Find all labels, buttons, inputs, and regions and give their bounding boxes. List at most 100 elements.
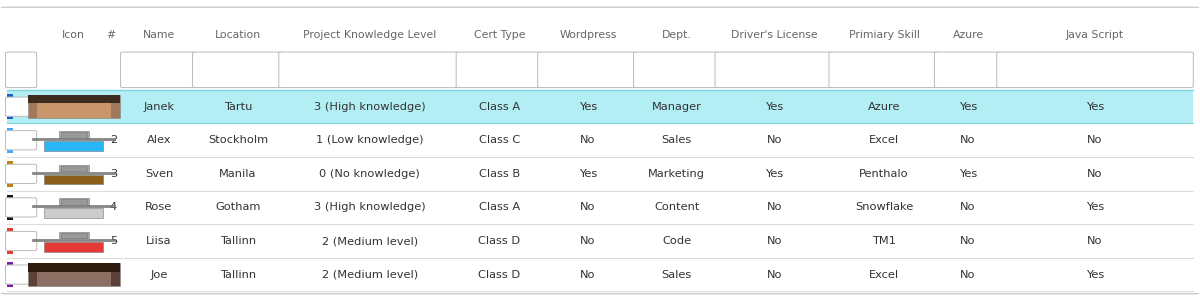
Text: Yes: Yes	[766, 102, 784, 112]
Text: #: #	[107, 30, 115, 40]
Bar	[7, 262, 13, 287]
Bar	[7, 161, 13, 187]
FancyBboxPatch shape	[6, 231, 37, 251]
Text: No: No	[767, 270, 782, 280]
FancyBboxPatch shape	[538, 52, 638, 88]
Text: 4: 4	[110, 202, 116, 212]
Text: Sven: Sven	[145, 169, 173, 179]
Text: Stockholm: Stockholm	[208, 135, 268, 145]
Bar	[59, 165, 89, 171]
Text: Class C: Class C	[479, 135, 520, 145]
Text: Excel: Excel	[869, 270, 899, 280]
Bar	[32, 205, 115, 207]
Bar	[28, 95, 120, 103]
FancyBboxPatch shape	[192, 52, 283, 88]
Text: Sales: Sales	[661, 270, 692, 280]
Text: Yes: Yes	[959, 102, 977, 112]
Text: Gotham: Gotham	[215, 202, 260, 212]
Text: No: No	[960, 270, 976, 280]
Text: Content: Content	[654, 202, 700, 212]
Text: Janek: Janek	[143, 102, 174, 112]
Text: 3 (High knowledge): 3 (High knowledge)	[314, 102, 426, 112]
Bar	[28, 263, 120, 272]
Text: No: No	[767, 236, 782, 246]
Text: 2 (Medium level): 2 (Medium level)	[322, 270, 418, 280]
Text: Manager: Manager	[652, 102, 702, 112]
Text: 0 (No knowledge): 0 (No knowledge)	[319, 169, 420, 179]
Bar	[32, 239, 115, 241]
Bar	[37, 102, 110, 118]
Text: No: No	[1087, 236, 1103, 246]
Text: No: No	[581, 270, 595, 280]
Text: Code: Code	[662, 236, 691, 246]
Bar	[7, 128, 13, 153]
Text: Wordpress: Wordpress	[559, 30, 617, 40]
Text: Yes: Yes	[578, 169, 598, 179]
Text: Class B: Class B	[479, 169, 520, 179]
Text: 5: 5	[109, 270, 116, 280]
FancyBboxPatch shape	[935, 52, 1002, 88]
Text: Penthalo: Penthalo	[859, 169, 908, 179]
FancyBboxPatch shape	[6, 131, 37, 150]
Bar	[59, 198, 89, 205]
Bar	[59, 232, 89, 238]
Text: 2: 2	[110, 135, 116, 145]
Text: Azure: Azure	[868, 102, 900, 112]
Text: No: No	[960, 236, 976, 246]
Bar	[44, 141, 103, 151]
Bar	[37, 271, 110, 286]
Text: 1 (Low knowledge): 1 (Low knowledge)	[316, 135, 424, 145]
FancyBboxPatch shape	[278, 52, 461, 88]
Bar	[44, 208, 103, 218]
Text: Class A: Class A	[479, 102, 520, 112]
Bar	[7, 94, 13, 119]
Text: Location: Location	[215, 30, 262, 40]
Text: Yes: Yes	[1086, 270, 1104, 280]
Bar	[44, 242, 103, 252]
Bar	[59, 131, 89, 138]
FancyBboxPatch shape	[0, 7, 1200, 294]
Text: Tartu: Tartu	[224, 102, 252, 112]
Bar	[61, 132, 86, 138]
Text: Project Knowledge Level: Project Knowledge Level	[304, 30, 437, 40]
Bar	[61, 199, 86, 205]
Text: Tallinn: Tallinn	[220, 236, 256, 246]
Text: No: No	[581, 236, 595, 246]
Text: Yes: Yes	[959, 169, 977, 179]
Text: Manila: Manila	[220, 169, 257, 179]
Text: No: No	[1087, 169, 1103, 179]
Text: Primiary Skill: Primiary Skill	[848, 30, 919, 40]
Bar	[61, 233, 86, 238]
FancyBboxPatch shape	[829, 52, 940, 88]
Text: Dept.: Dept.	[662, 30, 691, 40]
Text: Excel: Excel	[869, 135, 899, 145]
Text: Cert Type: Cert Type	[474, 30, 526, 40]
FancyBboxPatch shape	[6, 164, 37, 184]
FancyBboxPatch shape	[997, 52, 1193, 88]
Text: 1: 1	[109, 102, 116, 112]
FancyBboxPatch shape	[6, 97, 37, 116]
Text: Azure: Azure	[953, 30, 984, 40]
Text: No: No	[581, 202, 595, 212]
FancyBboxPatch shape	[120, 52, 197, 88]
Text: Liisa: Liisa	[146, 236, 172, 246]
Text: Driver's License: Driver's License	[731, 30, 817, 40]
FancyBboxPatch shape	[715, 52, 834, 88]
Bar	[7, 90, 1193, 123]
Text: 3: 3	[109, 169, 116, 179]
Text: No: No	[767, 202, 782, 212]
Text: Class A: Class A	[479, 202, 520, 212]
FancyBboxPatch shape	[634, 52, 720, 88]
Text: Snowflake: Snowflake	[854, 202, 913, 212]
Bar	[28, 95, 120, 118]
Text: No: No	[960, 135, 976, 145]
Text: 3 (High knowledge): 3 (High knowledge)	[314, 202, 426, 212]
Text: Name: Name	[143, 30, 175, 40]
Text: Java Script: Java Script	[1066, 30, 1124, 40]
Text: Alex: Alex	[146, 135, 172, 145]
Text: Class D: Class D	[479, 236, 521, 246]
Bar	[61, 166, 86, 171]
FancyBboxPatch shape	[6, 265, 37, 284]
Text: Tallinn: Tallinn	[220, 270, 256, 280]
Text: Yes: Yes	[766, 169, 784, 179]
